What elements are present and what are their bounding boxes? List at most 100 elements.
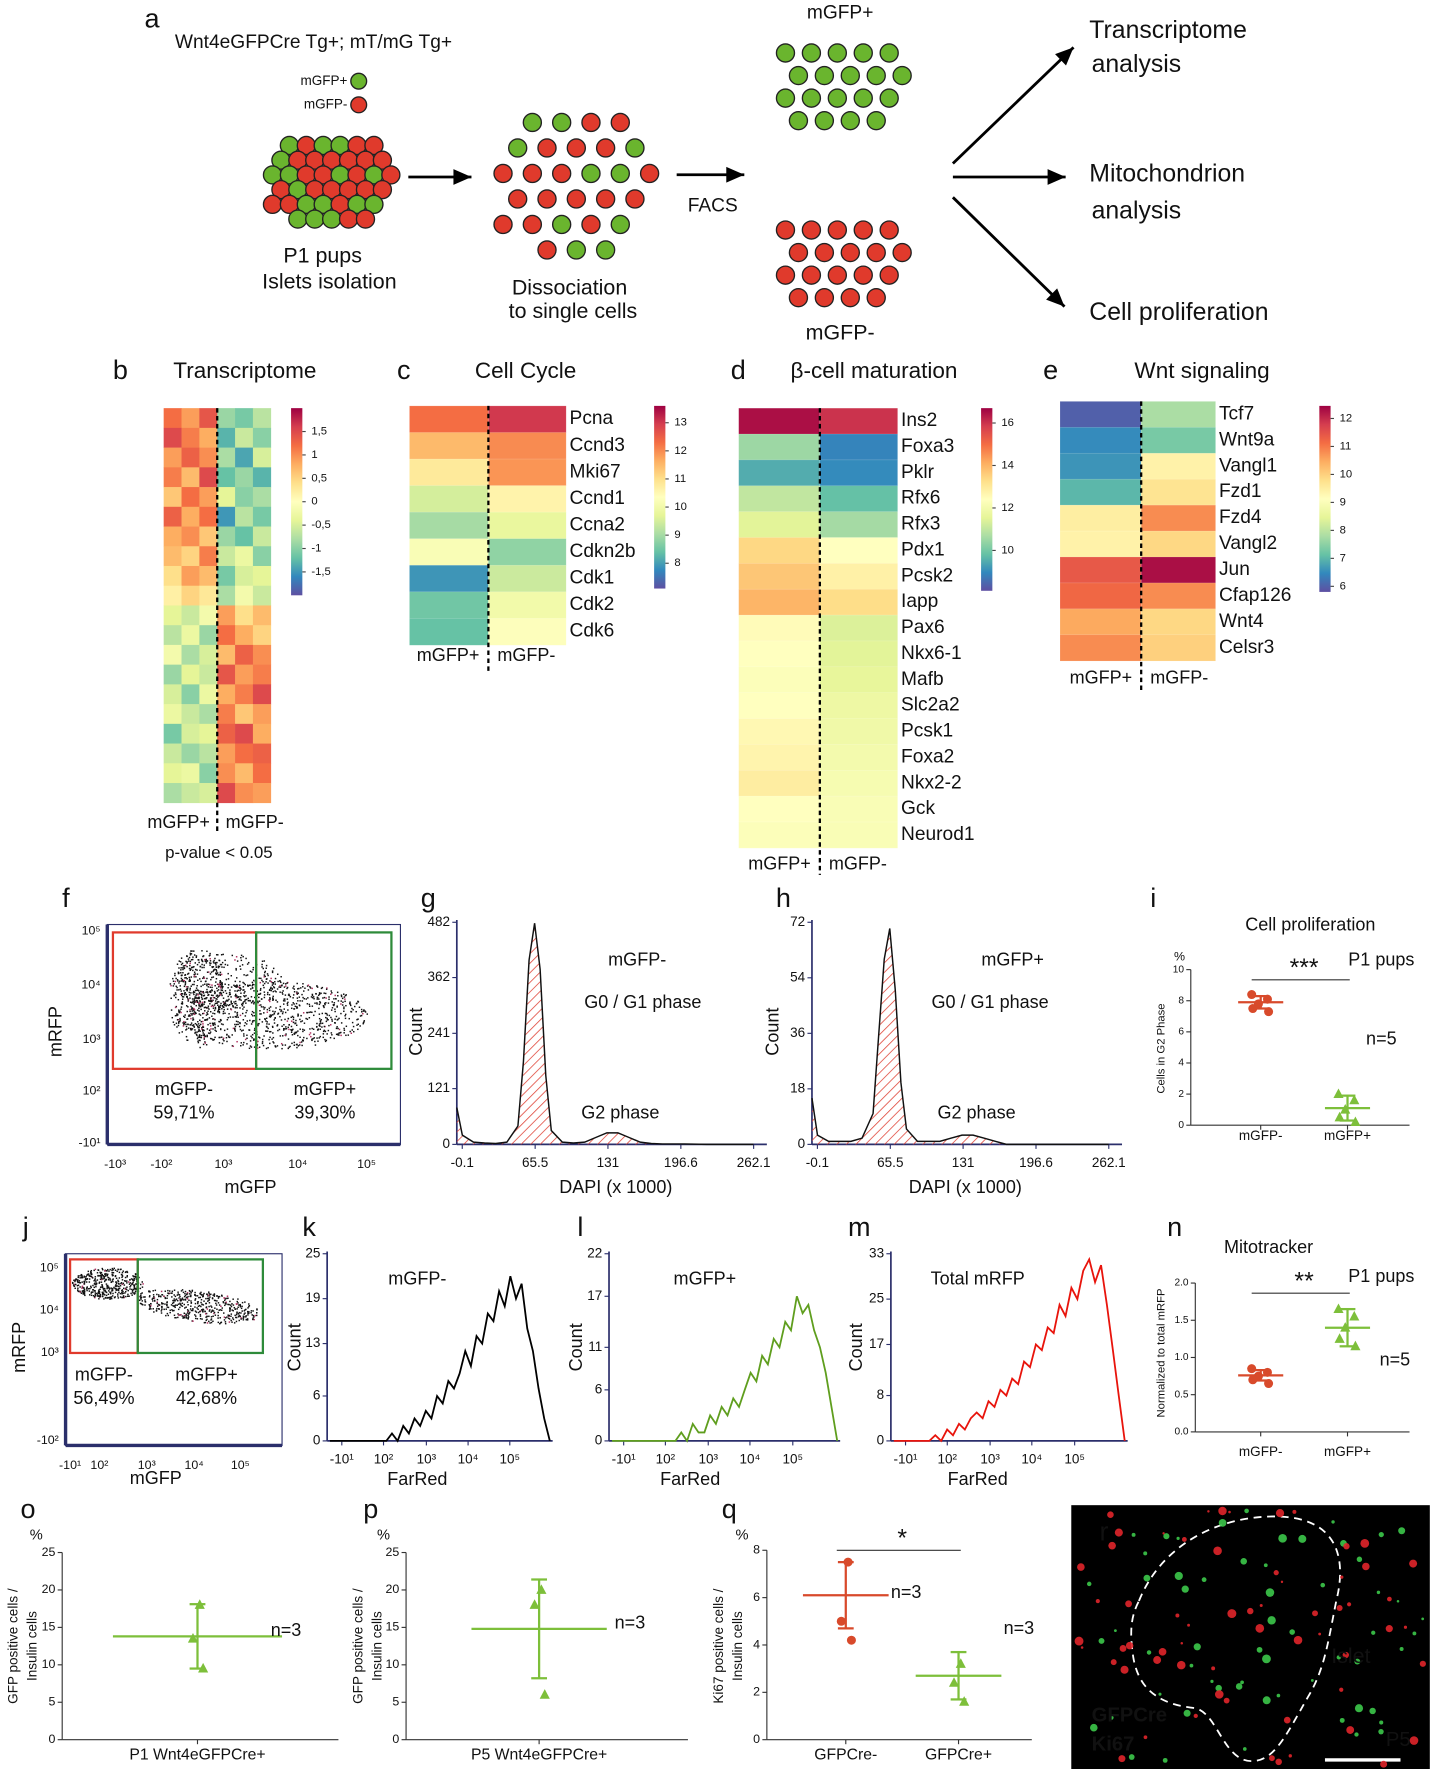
stain-spot bbox=[1283, 1716, 1291, 1724]
event-dot bbox=[200, 1301, 202, 1304]
event-dot bbox=[95, 1284, 97, 1286]
event-dot bbox=[210, 1305, 212, 1307]
heat-cell bbox=[235, 605, 254, 626]
event-dot bbox=[190, 1292, 192, 1294]
event-dot bbox=[100, 1277, 103, 1279]
axis-title: Insulin cells bbox=[730, 1611, 745, 1681]
event-dot bbox=[127, 1281, 130, 1283]
x-tick-label: 10² bbox=[374, 1452, 394, 1467]
gene-label: Wnt9a bbox=[1219, 429, 1275, 450]
event-dot bbox=[193, 1001, 195, 1003]
event-dot bbox=[226, 999, 228, 1001]
event-dot bbox=[219, 1004, 222, 1007]
event-dot bbox=[181, 1031, 183, 1033]
event-dot bbox=[322, 1033, 325, 1035]
event-dot bbox=[130, 1278, 133, 1280]
event-dot bbox=[269, 1000, 271, 1003]
event-dot bbox=[194, 968, 197, 971]
gene-label: Ccnd1 bbox=[570, 488, 625, 509]
event-dot bbox=[326, 1017, 328, 1020]
event-dot bbox=[209, 1010, 212, 1013]
event-dot bbox=[210, 1311, 212, 1313]
event-dot bbox=[282, 1035, 284, 1037]
event-dot bbox=[134, 1275, 137, 1278]
event-dot bbox=[287, 1009, 289, 1011]
event-dot bbox=[291, 1029, 293, 1032]
event-dot bbox=[270, 989, 272, 992]
event-dot bbox=[199, 1296, 202, 1299]
event-dot bbox=[219, 994, 222, 996]
event-dot bbox=[182, 968, 184, 971]
n-label: n=3 bbox=[891, 1582, 922, 1602]
heat-cell bbox=[819, 666, 898, 694]
event-dot bbox=[185, 995, 188, 998]
x-tick-label: 196.6 bbox=[664, 1155, 698, 1170]
event-dot bbox=[167, 1289, 169, 1292]
event-dot bbox=[240, 992, 242, 994]
event-dot bbox=[193, 991, 196, 994]
event-dot bbox=[197, 1302, 199, 1305]
stain-spot bbox=[1086, 1581, 1092, 1587]
event-dot bbox=[184, 973, 187, 976]
event-dot bbox=[182, 1022, 184, 1024]
event-dot bbox=[306, 1011, 309, 1014]
event-dot bbox=[343, 1006, 345, 1008]
event-dot bbox=[210, 1318, 213, 1320]
event-dot bbox=[75, 1283, 77, 1286]
event-dot bbox=[108, 1290, 110, 1292]
event-dot bbox=[349, 1001, 351, 1003]
gate-percent: 56,49% bbox=[73, 1388, 134, 1408]
event-dot bbox=[287, 1026, 289, 1029]
event-dot bbox=[177, 1021, 180, 1023]
cell-icon bbox=[814, 110, 835, 131]
event-dot bbox=[210, 1028, 212, 1030]
event-dot bbox=[253, 1011, 255, 1014]
event-dot bbox=[269, 987, 272, 990]
event-dot bbox=[166, 1301, 168, 1304]
heat-cell bbox=[163, 427, 182, 448]
event-dot bbox=[111, 1274, 114, 1277]
event-dot bbox=[228, 1303, 230, 1306]
event-dot bbox=[224, 1001, 227, 1003]
event-dot bbox=[120, 1273, 123, 1276]
stain-spot bbox=[1336, 1655, 1341, 1660]
event-dot bbox=[204, 980, 207, 983]
heat-cell bbox=[199, 684, 218, 705]
event-dot bbox=[251, 1010, 254, 1013]
heat-cell bbox=[1140, 504, 1216, 532]
event-dot bbox=[230, 975, 233, 977]
event-dot bbox=[238, 1304, 240, 1306]
event-dot bbox=[158, 1308, 160, 1310]
event-dot bbox=[213, 990, 216, 993]
histogram-area bbox=[456, 923, 754, 1145]
heat-cell bbox=[738, 485, 821, 513]
event-dot bbox=[192, 1012, 195, 1015]
event-dot bbox=[298, 1044, 301, 1046]
heat-cell bbox=[163, 487, 182, 508]
event-dot bbox=[153, 1295, 155, 1298]
event-dot bbox=[106, 1273, 109, 1276]
event-dot bbox=[290, 1031, 293, 1033]
gene-label: Fzd4 bbox=[1219, 507, 1262, 528]
event-dot bbox=[197, 1025, 199, 1027]
event-dot bbox=[107, 1287, 110, 1289]
cell-icon bbox=[801, 220, 822, 240]
event-dot bbox=[196, 989, 198, 992]
event-dot bbox=[184, 977, 186, 979]
event-dot bbox=[84, 1294, 86, 1297]
cell-icon bbox=[814, 242, 835, 263]
event-dot bbox=[200, 1005, 203, 1007]
heat-cell bbox=[252, 605, 272, 626]
event-dot bbox=[190, 1022, 193, 1024]
event-dot bbox=[344, 998, 346, 1000]
y-tick-label: 2 bbox=[753, 1685, 760, 1699]
event-dot bbox=[236, 1014, 239, 1016]
y-tick-label: 20 bbox=[42, 1582, 56, 1596]
event-dot bbox=[190, 1294, 192, 1296]
event-dot bbox=[102, 1293, 104, 1296]
gate-label: mGFP- bbox=[75, 1364, 133, 1384]
event-dot bbox=[206, 1308, 209, 1310]
heat-cell bbox=[738, 666, 821, 694]
event-dot bbox=[288, 1023, 290, 1026]
event-dot bbox=[94, 1278, 96, 1280]
